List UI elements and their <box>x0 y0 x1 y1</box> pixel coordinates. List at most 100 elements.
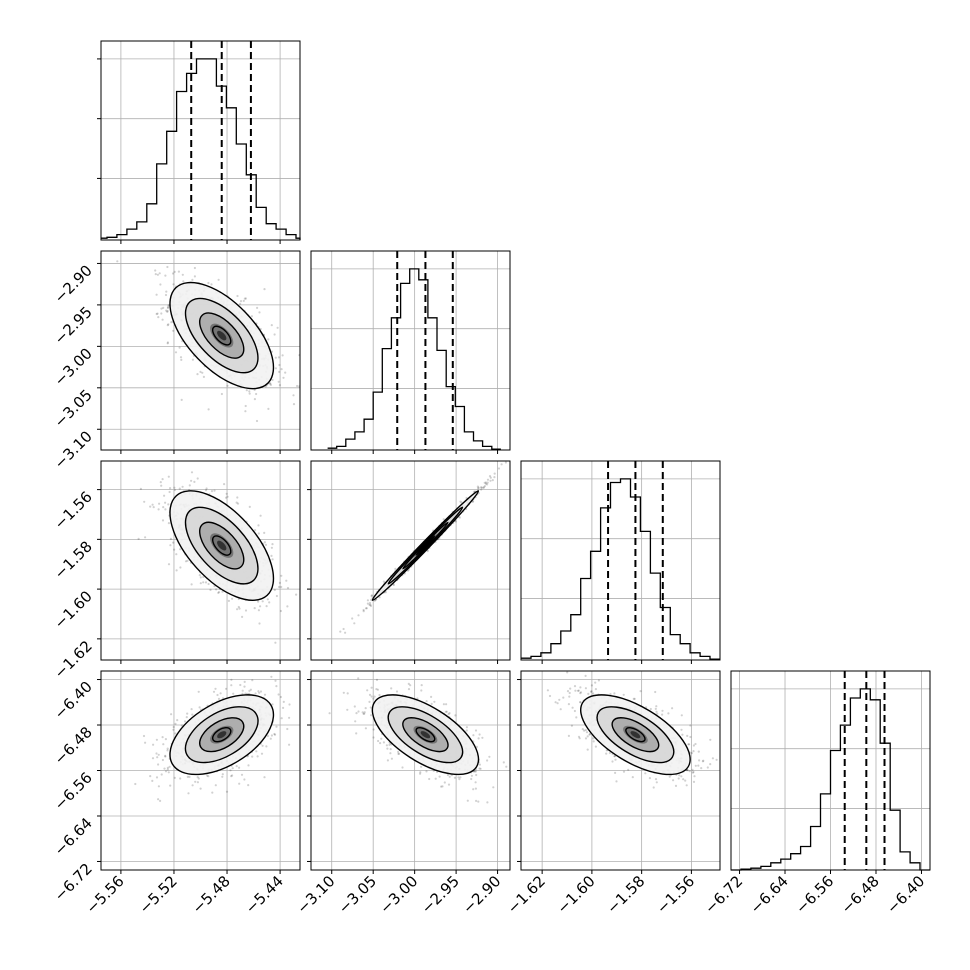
sample-point <box>182 280 185 283</box>
sample-point <box>174 351 178 354</box>
sample-point <box>230 678 233 681</box>
y-tick-label: −6.56 <box>51 769 96 814</box>
sample-point <box>681 733 684 736</box>
sample-point <box>255 392 258 396</box>
histogram-panel-2 <box>520 460 721 664</box>
sample-point <box>243 680 246 684</box>
x-tick-label: −2.90 <box>459 872 504 917</box>
sample-point <box>397 750 400 754</box>
panel-content <box>339 461 507 634</box>
sample-point <box>247 784 250 787</box>
sample-point <box>361 711 364 714</box>
density-contour <box>169 281 275 390</box>
sample-point <box>277 380 280 383</box>
sample-point <box>169 784 172 787</box>
sample-point <box>395 690 399 693</box>
sample-point <box>384 591 387 594</box>
sample-point <box>156 273 159 276</box>
sample-point <box>505 765 508 768</box>
sample-point <box>478 733 481 736</box>
sample-point <box>278 581 281 585</box>
sample-point <box>167 522 170 525</box>
sample-point <box>196 776 199 779</box>
sample-point <box>477 737 480 740</box>
sample-point <box>167 323 170 326</box>
sample-point <box>255 750 258 753</box>
sample-point <box>199 582 202 585</box>
sample-point <box>242 299 245 302</box>
sample-point <box>574 689 577 692</box>
sample-point <box>144 741 147 744</box>
sample-point <box>183 720 187 723</box>
sample-point <box>268 601 271 604</box>
sample-point <box>194 780 197 783</box>
sample-point <box>493 476 496 479</box>
sample-point <box>339 630 342 633</box>
sample-point <box>244 404 247 408</box>
sample-point <box>579 701 582 704</box>
sample-point <box>157 763 160 766</box>
x-tick-label: −3.10 <box>293 872 338 917</box>
sample-point <box>211 791 214 794</box>
sample-point <box>151 757 155 760</box>
sample-point <box>217 591 221 594</box>
sample-point <box>362 608 365 612</box>
sample-point <box>185 716 188 719</box>
sample-point <box>202 581 205 584</box>
density-panel-2-0: −1.62−1.60−1.58−1.56 <box>51 460 301 682</box>
sample-point <box>386 747 389 750</box>
sample-point <box>235 765 238 768</box>
sample-point <box>162 743 165 746</box>
sample-point <box>197 777 200 780</box>
sample-point <box>159 799 162 803</box>
sample-point <box>191 713 194 716</box>
sample-point <box>254 529 257 532</box>
sample-point <box>377 739 380 743</box>
sample-point <box>186 775 189 779</box>
sample-point <box>373 695 376 698</box>
sample-point <box>453 776 456 779</box>
sample-point <box>426 550 429 553</box>
sample-point <box>480 486 483 489</box>
sample-point <box>493 472 496 475</box>
x-tick-label: −3.05 <box>335 872 380 917</box>
sample-point <box>386 759 389 762</box>
sample-point <box>257 609 260 612</box>
sample-point <box>213 489 216 492</box>
sample-point <box>388 743 391 747</box>
sample-point <box>248 392 251 395</box>
sample-point <box>457 776 460 779</box>
sample-point <box>492 786 495 789</box>
sample-point <box>286 586 290 590</box>
sample-point <box>254 692 257 695</box>
sample-point <box>175 553 178 556</box>
sample-point <box>351 617 354 620</box>
sample-point <box>162 306 165 309</box>
sample-point <box>201 371 204 374</box>
sample-point <box>486 759 489 762</box>
sample-point <box>167 475 170 478</box>
sample-point <box>488 755 491 758</box>
sample-point <box>691 771 695 774</box>
sample-point <box>631 776 634 779</box>
sample-point <box>288 743 291 746</box>
y-tick-label: −1.62 <box>51 637 96 682</box>
sample-point <box>238 766 241 769</box>
sample-point <box>265 745 268 748</box>
sample-point <box>401 766 404 769</box>
sample-point <box>151 779 154 783</box>
sample-point <box>474 781 477 784</box>
sample-point <box>160 307 163 310</box>
sample-point <box>474 770 477 773</box>
x-tick-label: −6.40 <box>883 872 928 917</box>
sample-point <box>253 607 256 610</box>
sample-point <box>277 693 280 696</box>
sample-point <box>445 703 448 706</box>
sample-point <box>497 467 501 470</box>
sample-point <box>475 799 478 803</box>
sample-point <box>270 554 273 558</box>
sample-point <box>465 726 468 729</box>
sample-point <box>465 729 468 732</box>
sample-point <box>187 792 190 795</box>
sample-point <box>259 690 263 693</box>
